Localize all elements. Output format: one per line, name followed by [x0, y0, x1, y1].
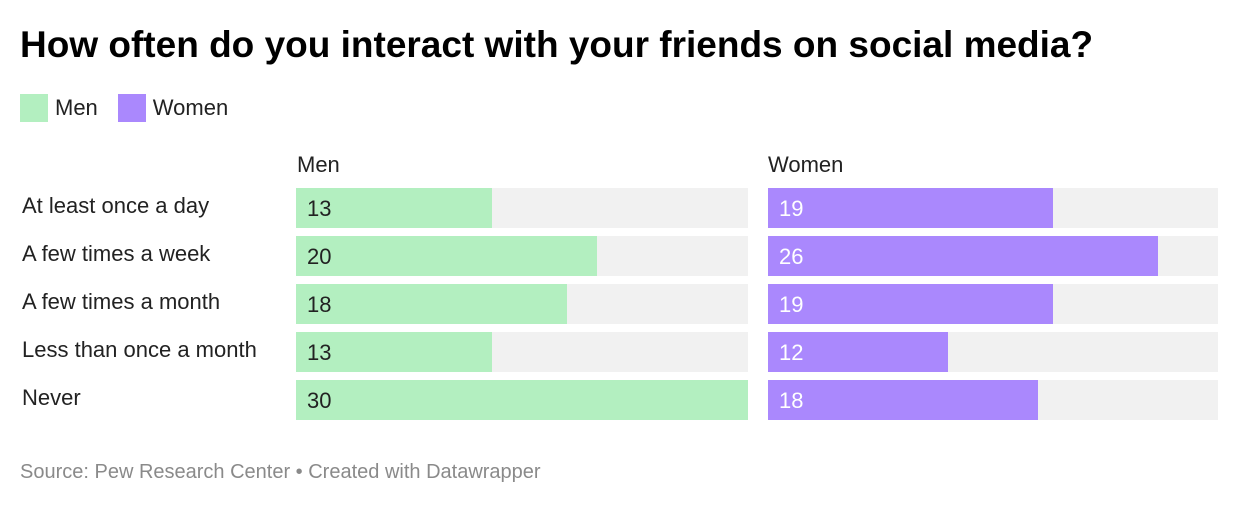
row-label: Less than once a month — [22, 337, 257, 362]
bar-track: 12 — [768, 332, 1218, 372]
row-label: At least once a day — [22, 193, 210, 218]
bar-value-label: 18 — [307, 292, 332, 317]
legend-swatch-men — [20, 94, 48, 122]
bar-men: 13 — [296, 188, 492, 228]
legend-item-women: Women — [117, 94, 229, 122]
bar-track: 13 — [296, 332, 748, 372]
legend-label-women: Women — [152, 95, 229, 120]
legend-label-men: Men — [55, 95, 98, 120]
bar-value-label: 20 — [307, 244, 332, 269]
bar-value-label: 12 — [779, 340, 804, 365]
bar-track: 18 — [768, 380, 1218, 420]
bar-track: 20 — [296, 236, 748, 276]
row-label: Never — [22, 385, 81, 410]
bar-women: 18 — [768, 380, 1038, 420]
bar-value-label: 18 — [779, 388, 804, 413]
bar-track: 13 — [296, 188, 748, 228]
chart-title: How often do you interact with your frie… — [20, 24, 1094, 65]
bar-men: 30 — [296, 380, 748, 420]
bar-track: 19 — [768, 188, 1218, 228]
bar-men: 20 — [296, 236, 598, 276]
bar-value-label: 30 — [307, 388, 332, 413]
source-note: Source: Pew Research Center • Created wi… — [20, 461, 541, 483]
bar-value-label: 19 — [779, 292, 804, 317]
bar-value-label: 26 — [779, 244, 804, 269]
bar-track: 19 — [768, 284, 1218, 324]
bar-men: 13 — [296, 332, 492, 372]
panel-title-women: Women — [768, 152, 844, 177]
bar-value-label: 13 — [307, 196, 332, 221]
bar-value-label: 19 — [779, 196, 804, 221]
bar-men: 18 — [296, 284, 568, 324]
bar-women: 19 — [768, 284, 1053, 324]
bar-women: 12 — [768, 332, 948, 372]
row-label: A few times a week — [22, 241, 211, 266]
row-label: A few times a month — [22, 289, 221, 314]
bar-women: 19 — [768, 188, 1053, 228]
bar-track: 26 — [768, 236, 1218, 276]
bar-value-label: 13 — [307, 340, 332, 365]
legend: Men Women — [20, 94, 248, 122]
bar-women: 26 — [768, 236, 1158, 276]
bar-track: 30 — [296, 380, 748, 420]
legend-swatch-women — [117, 94, 146, 122]
bar-track: 18 — [296, 284, 748, 324]
legend-item-men: Men — [20, 94, 98, 122]
panel-title-men: Men — [297, 152, 340, 177]
